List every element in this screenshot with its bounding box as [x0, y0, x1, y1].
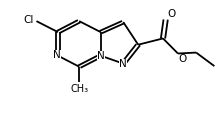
Text: CH₃: CH₃: [70, 84, 88, 94]
Text: N: N: [53, 50, 61, 60]
Text: N: N: [119, 59, 127, 69]
Text: Cl: Cl: [23, 15, 34, 25]
Text: O: O: [179, 54, 187, 64]
Text: O: O: [167, 9, 176, 18]
Text: N: N: [97, 51, 105, 61]
